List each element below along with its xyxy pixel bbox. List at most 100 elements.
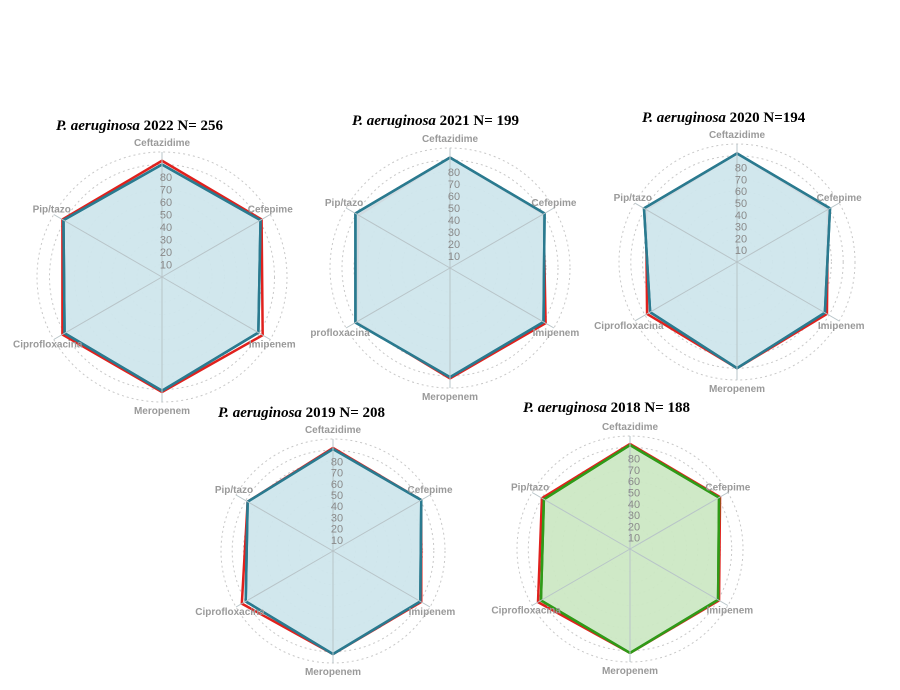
tick-label: 40: [628, 499, 640, 511]
axis-spoke: [736, 261, 840, 322]
grid-ring: [231, 449, 435, 653]
axis-spoke: [531, 492, 631, 550]
axis-spoke: [449, 267, 555, 329]
tick-label: 70: [448, 179, 460, 191]
axis-label: Imipenem: [249, 340, 296, 351]
chart-title-organism: P. aeruginosa: [642, 110, 726, 126]
axis-spoke: [629, 492, 729, 550]
axis-label: profloxacina: [310, 328, 370, 339]
tick-label: 60: [160, 197, 172, 209]
tick-label: 60: [628, 476, 640, 488]
tick-label: 40: [735, 210, 747, 222]
axis-label: Ceftazidime: [709, 130, 766, 141]
chart-title-rest: 2018 N= 188: [610, 400, 691, 416]
chart-title-2021: P. aeruginosa 2021 N= 199: [352, 113, 519, 130]
axis-spoke: [449, 207, 555, 269]
axis-label: Imipenem: [707, 606, 754, 617]
axis-spoke: [332, 494, 431, 552]
chart-title-rest: 2022 N= 256: [143, 118, 224, 134]
tick-label: 20: [628, 521, 640, 533]
tick-label: 70: [735, 174, 747, 186]
axis-label: Imipenem: [409, 607, 456, 618]
axis-label: Meropenem: [422, 392, 478, 403]
axis-label: Ciprofloxacina: [195, 607, 265, 618]
axis-spoke: [629, 548, 729, 606]
axis-label: Cefepime: [817, 193, 862, 204]
tick-label: 40: [160, 222, 172, 234]
tick-label: 70: [331, 468, 343, 480]
axis-label: Ceftazidime: [134, 138, 191, 149]
axis-label: Imipenem: [533, 328, 580, 339]
grid-ring: [527, 446, 733, 652]
chart-title-2018: P. aeruginosa 2018 N= 188: [523, 400, 690, 417]
axis-spoke: [634, 202, 738, 263]
axis-spoke: [161, 276, 271, 340]
axis-spoke: [53, 276, 163, 340]
chart-title-2022: P. aeruginosa 2022 N= 256: [56, 118, 223, 135]
tick-label: 10: [448, 251, 460, 263]
tick-label: 40: [331, 501, 343, 513]
tick-label: 50: [735, 198, 747, 210]
tick-label: 20: [448, 239, 460, 251]
tick-label: 50: [448, 203, 460, 215]
tick-label: 80: [448, 167, 460, 179]
axis-label: Pip/tazo: [33, 205, 71, 216]
axis-spoke: [345, 267, 451, 329]
tick-label: 10: [160, 260, 172, 272]
axis-spoke: [161, 214, 271, 278]
axis-label: Cefepime: [248, 205, 293, 216]
axis-spoke: [531, 548, 631, 606]
axis-label: Pip/tazo: [325, 198, 363, 209]
chart-title-2020: P. aeruginosa 2020 N=194: [642, 110, 805, 127]
grid-ring: [642, 167, 832, 357]
chart-title-organism: P. aeruginosa: [523, 400, 607, 416]
tick-label: 50: [331, 490, 343, 502]
chart-title-organism: P. aeruginosa: [56, 118, 140, 134]
tick-label: 80: [160, 172, 172, 184]
axis-label: Ciprofloxacina: [594, 321, 664, 332]
tick-label: 30: [448, 227, 460, 239]
tick-label: 80: [735, 163, 747, 175]
chart-title-organism: P. aeruginosa: [352, 113, 436, 129]
axis-label: Pip/tazo: [511, 483, 549, 494]
axis-label: Meropenem: [602, 666, 658, 677]
tick-label: 30: [735, 222, 747, 234]
axis-label: Cefepime: [705, 483, 750, 494]
tick-label: 20: [735, 233, 747, 245]
tick-label: 50: [160, 210, 172, 222]
axis-label: Ceftazidime: [422, 134, 479, 145]
grid-ring: [341, 159, 559, 377]
tick-label: 80: [331, 456, 343, 468]
tick-label: 20: [160, 247, 172, 259]
axis-label: Pip/tazo: [215, 485, 253, 496]
axis-label: Ceftazidime: [602, 422, 659, 433]
chart-title-2019: P. aeruginosa 2019 N= 208: [218, 405, 385, 422]
axis-spoke: [332, 550, 431, 608]
tick-label: 80: [628, 454, 640, 466]
axis-label: Ciprofloxacina: [13, 340, 83, 351]
axis-label: Ceftazidime: [305, 425, 362, 436]
tick-label: 60: [735, 186, 747, 198]
chart-title-rest: 2021 N= 199: [439, 113, 520, 129]
axis-label: Ciprofloxacina: [491, 606, 561, 617]
chart-title-rest: 2019 N= 208: [305, 405, 386, 421]
tick-label: 30: [331, 512, 343, 524]
axis-label: Imipenem: [818, 321, 865, 332]
tick-label: 10: [735, 245, 747, 257]
axis-label: Cefepime: [531, 198, 576, 209]
axis-spoke: [345, 207, 451, 269]
axis-spoke: [235, 494, 334, 552]
axis-label: Pip/tazo: [614, 193, 652, 204]
axis-spoke: [736, 202, 840, 263]
tick-label: 60: [331, 479, 343, 491]
tick-label: 10: [331, 535, 343, 547]
tick-label: 30: [160, 235, 172, 247]
axis-spoke: [53, 214, 163, 278]
axis-label: Meropenem: [709, 384, 765, 395]
tick-label: 40: [448, 215, 460, 227]
tick-label: 70: [160, 185, 172, 197]
